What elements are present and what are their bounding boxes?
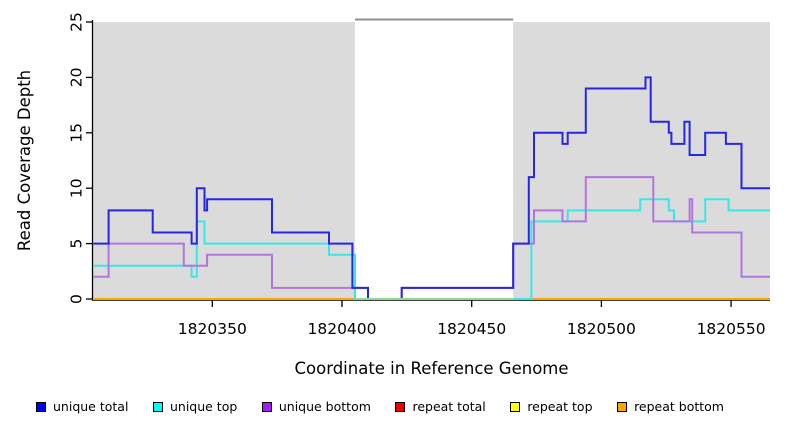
legend-item-repeat-bottom: repeat bottom	[617, 399, 724, 414]
y-tick-label: 25	[67, 12, 85, 32]
x-tick-label: 1820350	[178, 320, 247, 338]
legend-item-unique-bottom: unique bottom	[261, 399, 371, 414]
legend-label: unique top	[169, 399, 238, 414]
legend-item-repeat-total: repeat total	[395, 399, 486, 414]
x-tick-label: 1820400	[307, 320, 376, 338]
y-tick-label: 15	[67, 123, 85, 143]
legend-swatch-icon	[395, 401, 406, 412]
legend-swatch-icon	[510, 401, 521, 412]
legend-item-repeat-top: repeat top	[510, 399, 593, 414]
legend-label: repeat top	[527, 399, 593, 414]
legend-item-unique-top: unique top	[152, 399, 238, 414]
y-tick-label: 0	[67, 294, 85, 304]
shaded-region	[93, 22, 355, 300]
y-tick-label: 5	[67, 239, 85, 249]
legend-label: unique bottom	[278, 399, 371, 414]
y-tick-label: 10	[67, 178, 85, 198]
series-line-unique-total	[93, 76, 770, 300]
y-axis-title: Read Coverage Depth	[15, 70, 34, 251]
legend-item-unique-total: unique total	[36, 399, 128, 414]
x-tick-label: 1820450	[437, 320, 506, 338]
shaded-region	[513, 22, 770, 300]
chart-legend: unique total unique top unique bottom repea…	[36, 399, 724, 414]
y-tick-label: 20	[67, 68, 85, 88]
legend-swatch-icon	[36, 401, 46, 412]
x-tick-label: 1820550	[697, 320, 766, 338]
legend-label: repeat bottom	[634, 399, 724, 414]
x-axis-title: Coordinate in Reference Genome	[294, 359, 568, 378]
legend-label: unique total	[53, 399, 129, 414]
legend-swatch-icon	[617, 401, 628, 412]
coverage-chart: 0 5 10 15 20 25 1820350 1820400 1820450 1820500 18…	[15, 12, 770, 378]
legend-swatch-icon	[261, 401, 272, 412]
legend-label: repeat total	[412, 399, 486, 414]
x-tick-label: 1820500	[567, 320, 636, 338]
series-line-unique-top	[93, 198, 770, 300]
legend-swatch-icon	[152, 401, 163, 412]
